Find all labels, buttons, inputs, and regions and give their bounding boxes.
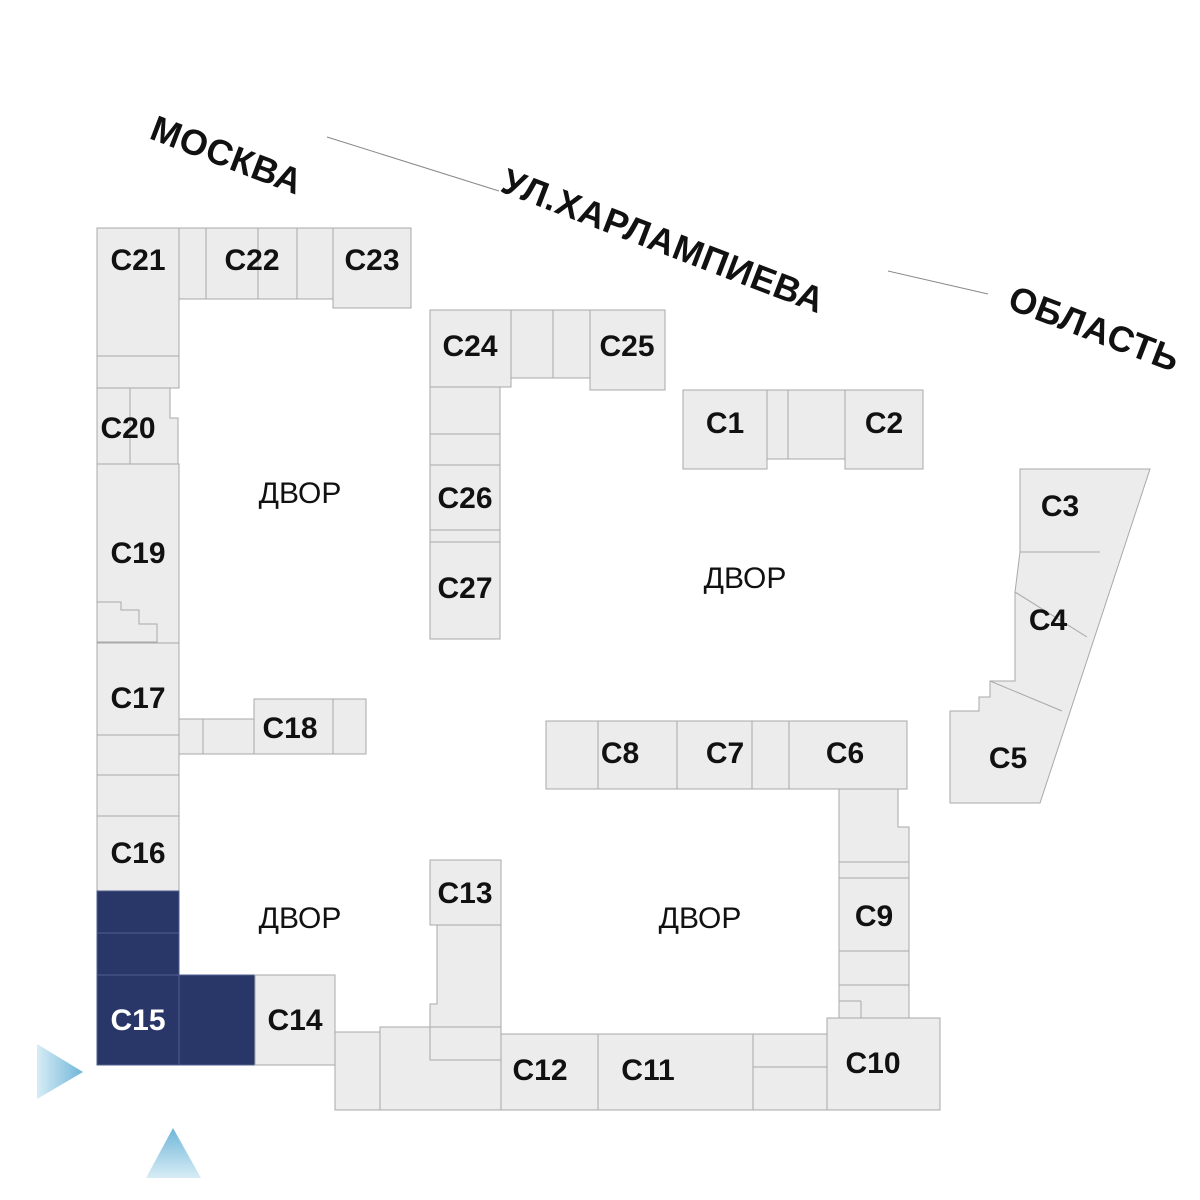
svg-text:C24: C24 [442,330,497,363]
svg-text:C14: C14 [267,1004,322,1037]
svg-text:C22: C22 [224,244,279,277]
svg-text:C16: C16 [110,837,165,870]
svg-text:C1: C1 [706,407,744,440]
svg-text:C17: C17 [110,682,165,715]
svg-text:C10: C10 [845,1047,900,1080]
svg-text:C8: C8 [601,737,639,770]
svg-text:C4: C4 [1029,604,1068,637]
svg-text:C19: C19 [110,537,165,570]
svg-text:C5: C5 [989,742,1027,775]
svg-text:C18: C18 [262,712,317,745]
svg-text:C20: C20 [100,412,155,445]
svg-text:ДВОР: ДВОР [659,902,742,935]
svg-text:C15: C15 [110,1004,165,1037]
svg-text:ДВОР: ДВОР [259,477,342,510]
svg-text:C9: C9 [855,900,893,933]
svg-text:C13: C13 [437,877,492,910]
svg-text:C11: C11 [621,1054,674,1087]
svg-text:C2: C2 [865,407,903,440]
svg-text:C23: C23 [344,244,399,277]
svg-text:C6: C6 [826,737,864,770]
svg-text:C7: C7 [706,737,744,770]
svg-text:C12: C12 [512,1054,567,1087]
svg-text:C3: C3 [1041,490,1079,523]
svg-text:C25: C25 [599,330,654,363]
svg-text:C27: C27 [437,572,492,605]
svg-text:ДВОР: ДВОР [259,902,342,935]
svg-text:C21: C21 [110,244,165,277]
svg-text:C26: C26 [437,482,492,515]
svg-text:ДВОР: ДВОР [704,562,787,595]
